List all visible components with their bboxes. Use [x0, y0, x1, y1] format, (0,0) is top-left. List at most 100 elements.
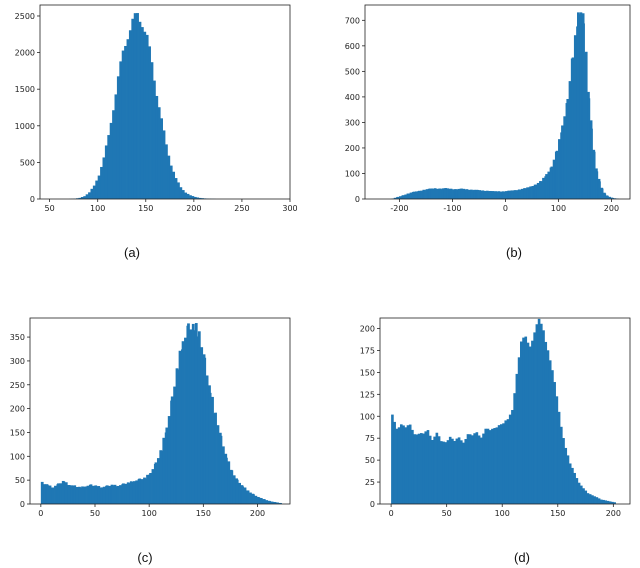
histogram-bar [186, 193, 190, 199]
histogram-bar [562, 438, 565, 504]
histogram-bar [539, 181, 543, 199]
histogram-bar [397, 427, 401, 504]
histogram-bar [85, 194, 89, 199]
histogram-bar [489, 190, 492, 199]
histogram-bar [102, 486, 106, 504]
histogram-bar [431, 440, 434, 504]
x-tick-label: 100 [142, 509, 157, 518]
histogram-bar [478, 190, 482, 199]
histogram-bar [124, 45, 127, 199]
histogram-bar [611, 501, 614, 504]
histogram-bar [467, 189, 471, 199]
histogram-bar [113, 484, 117, 504]
histogram-bar [471, 435, 474, 504]
histogram-bar [590, 128, 593, 199]
histogram-bar [84, 486, 87, 504]
histogram-bar [162, 437, 166, 504]
histogram-bar [568, 463, 572, 504]
x-tick-label: 300 [282, 204, 297, 213]
bars [391, 12, 620, 200]
histogram-bar [198, 197, 202, 199]
histogram-bar [276, 502, 279, 504]
y-tick-label: 175 [360, 346, 375, 355]
histogram-bar [83, 196, 87, 199]
histogram-bar [451, 438, 454, 504]
histogram-bar [399, 196, 402, 199]
histogram-bar [89, 484, 93, 504]
histogram-bar [584, 51, 588, 199]
histogram-bar [81, 486, 84, 504]
histogram-bar [522, 337, 525, 504]
histogram-bar [446, 440, 450, 504]
histogram-bar [425, 189, 429, 199]
y-tick-label: 700 [345, 16, 360, 25]
y-tick-label: 100 [10, 452, 25, 461]
histogram-bar [116, 76, 120, 199]
histogram-bar [441, 188, 445, 199]
x-tick-label: 200 [186, 204, 201, 213]
histogram-bar [424, 431, 428, 504]
histogram-bar [91, 485, 95, 504]
histogram-bar [571, 467, 574, 504]
histogram-bar [506, 419, 510, 504]
histogram-bar [238, 482, 241, 504]
histogram-bar [138, 478, 142, 504]
y-tick-label: 0 [20, 500, 25, 509]
x-tick-label: 50 [442, 509, 452, 518]
histogram-bar [444, 442, 448, 504]
histogram-bar [462, 188, 466, 199]
histogram-bar [111, 485, 115, 504]
histogram-bar [227, 461, 231, 504]
histogram-bar [493, 428, 496, 504]
histogram-bar [504, 420, 508, 504]
histogram-bar [249, 492, 252, 504]
histogram-bar [588, 494, 592, 504]
histogram-bar [497, 191, 501, 199]
histogram-bar [611, 198, 615, 199]
histogram-bar [73, 485, 77, 504]
histogram-bar [151, 469, 155, 504]
histogram-bar [57, 483, 60, 504]
y-tick-label: 300 [10, 357, 25, 366]
histogram-bar [102, 157, 106, 199]
histogram-bar [452, 189, 455, 199]
histogram-bar [97, 175, 101, 199]
x-tick-label: 0 [503, 204, 508, 213]
histogram-bar [442, 441, 445, 504]
histogram-bar [552, 159, 556, 199]
histogram-bar [396, 196, 400, 199]
histogram-bar [162, 130, 166, 199]
histogram-bar [178, 350, 182, 504]
histogram-bar [524, 188, 527, 199]
y-tick-label: 100 [345, 169, 360, 178]
y-tick-label: 2500 [15, 12, 35, 21]
histogram-bar [464, 439, 468, 504]
histogram-bar [550, 166, 554, 199]
histogram-bar [121, 50, 125, 200]
y-tick-label: 1500 [15, 85, 35, 94]
histogram-bar [608, 501, 612, 504]
histogram-bar [78, 197, 82, 199]
histogram-bar [586, 493, 590, 504]
histogram-bar [564, 447, 568, 504]
y-tick-label: 300 [345, 118, 360, 127]
y-tick-label: 150 [360, 368, 375, 377]
histogram-bar [515, 190, 519, 199]
histogram-bar [520, 341, 523, 504]
histogram-bar [193, 196, 197, 199]
histogram-bar [169, 165, 173, 199]
histogram-bar [577, 12, 580, 199]
histogram-bar [402, 425, 405, 504]
caption-a: (a) [124, 245, 140, 260]
histogram-bar [404, 194, 407, 199]
histogram-bar [235, 479, 239, 504]
histogram-bar [179, 187, 183, 199]
histogram-bar [573, 472, 576, 504]
histogram-bar [62, 481, 66, 504]
histogram-bar [591, 495, 594, 504]
histogram-bar [444, 188, 448, 199]
histogram-bar [78, 487, 82, 504]
histogram-bar [95, 180, 99, 199]
histogram-bar [517, 357, 521, 504]
histogram-bar [608, 196, 612, 199]
